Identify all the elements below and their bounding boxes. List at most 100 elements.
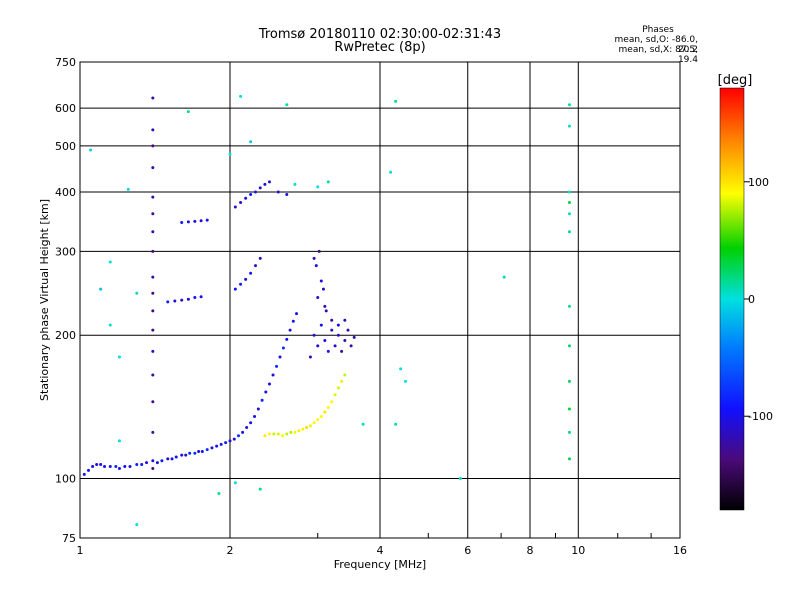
data-point xyxy=(285,193,289,197)
data-point xyxy=(567,379,571,383)
data-points xyxy=(82,94,571,527)
data-point xyxy=(135,523,139,527)
data-point xyxy=(151,230,155,234)
y-tick-label: 100 xyxy=(55,473,76,486)
data-point xyxy=(316,296,320,300)
plot-frame xyxy=(79,61,681,539)
data-point xyxy=(567,190,571,194)
data-point xyxy=(151,144,155,148)
data-point xyxy=(244,196,248,200)
data-point xyxy=(155,461,159,465)
data-point xyxy=(128,464,132,468)
data-point xyxy=(180,221,184,225)
data-point xyxy=(151,430,155,434)
data-point xyxy=(170,457,174,461)
data-point xyxy=(308,355,312,359)
colorbar-tick-label: 100 xyxy=(748,176,769,189)
colorbar-ticks: -100 0 100 xyxy=(744,176,773,423)
y-tick-label: 500 xyxy=(55,140,76,153)
data-point xyxy=(215,444,219,448)
data-point xyxy=(205,218,209,222)
data-point xyxy=(567,344,571,348)
data-point xyxy=(151,309,155,313)
data-point xyxy=(117,466,121,470)
data-point xyxy=(253,414,257,418)
data-point xyxy=(343,373,347,377)
data-point xyxy=(352,335,356,339)
data-point xyxy=(301,427,305,431)
data-point xyxy=(244,277,248,281)
data-point xyxy=(323,304,327,308)
data-point xyxy=(151,212,155,216)
y-axis-label: Stationary phase Virtual Height [km] xyxy=(38,199,51,401)
data-point xyxy=(567,103,571,107)
data-point xyxy=(267,180,271,184)
data-point xyxy=(319,279,323,283)
data-point xyxy=(281,346,285,350)
data-point xyxy=(174,455,178,459)
data-point xyxy=(326,406,330,410)
data-point xyxy=(186,220,190,224)
data-point xyxy=(184,453,188,457)
data-point xyxy=(333,344,337,348)
data-point xyxy=(151,249,155,253)
y-tick-label: 300 xyxy=(55,245,76,258)
data-point xyxy=(285,337,289,341)
data-point xyxy=(289,430,293,434)
data-point xyxy=(567,430,571,434)
data-point xyxy=(293,430,297,434)
data-point xyxy=(239,201,243,205)
data-point xyxy=(199,295,203,299)
data-point xyxy=(272,432,276,436)
data-point xyxy=(567,230,571,234)
data-point xyxy=(151,373,155,377)
data-point xyxy=(361,422,365,426)
data-point xyxy=(135,291,139,295)
data-point xyxy=(233,481,237,485)
data-point xyxy=(263,434,267,438)
data-point xyxy=(275,364,279,368)
data-point xyxy=(173,299,177,303)
data-point xyxy=(180,298,184,302)
data-point xyxy=(321,287,325,291)
data-point xyxy=(151,459,155,463)
data-point xyxy=(200,449,204,453)
data-point xyxy=(258,186,262,190)
axis-ticks: 1 2 4 6 8 10 16 75 100 200 300 400 500 600 750 xyxy=(55,56,687,557)
data-point xyxy=(285,103,289,107)
data-point xyxy=(224,441,228,445)
data-point xyxy=(151,96,155,100)
phases-heading: Phases xyxy=(642,25,674,35)
data-point xyxy=(340,349,344,353)
data-point xyxy=(253,264,257,268)
data-point xyxy=(253,190,257,194)
data-point xyxy=(336,323,340,327)
data-point xyxy=(336,333,340,337)
data-point xyxy=(394,99,398,103)
colorbar-tick-label: -100 xyxy=(748,410,773,423)
data-point xyxy=(151,195,155,199)
data-point xyxy=(316,418,320,422)
data-point xyxy=(95,463,99,467)
chart-title: Tromsø 20180110 02:30:00-02:31:43 xyxy=(258,27,502,42)
data-point xyxy=(308,424,312,428)
data-point xyxy=(186,110,190,114)
data-point xyxy=(151,400,155,404)
x-tick-label: 16 xyxy=(673,544,687,557)
data-point xyxy=(317,249,321,253)
data-point xyxy=(123,464,127,468)
x-tick-label: 6 xyxy=(464,544,471,557)
data-point xyxy=(297,429,301,433)
chart-subtitle: RwPretec (8p) xyxy=(334,40,426,55)
data-point xyxy=(151,291,155,295)
data-point xyxy=(293,182,297,186)
colorbar-label: [deg] xyxy=(718,73,753,88)
data-point xyxy=(314,264,318,268)
data-point xyxy=(349,344,353,348)
data-point xyxy=(186,297,190,301)
data-point xyxy=(99,463,103,467)
data-point xyxy=(193,296,197,300)
grid xyxy=(80,62,680,538)
data-point xyxy=(249,271,253,275)
data-point xyxy=(267,382,271,386)
